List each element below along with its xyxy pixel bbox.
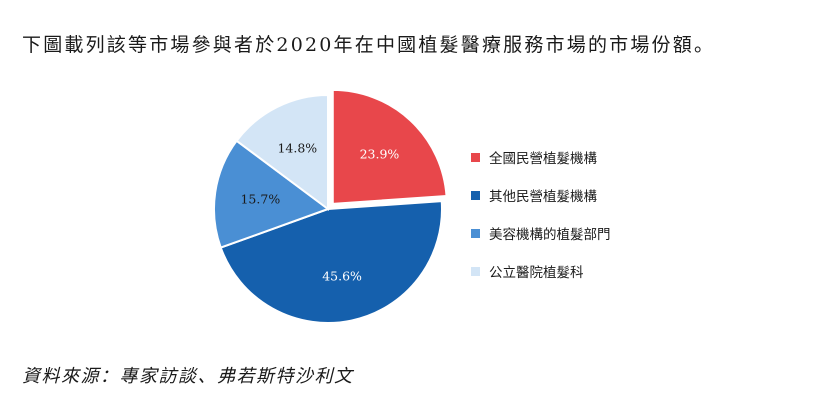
legend-label: 美容機構的植髮部門	[489, 227, 611, 243]
legend-item-3: 美容機構的植髮部門	[471, 214, 611, 252]
slice-value-label-4: 14.8%	[277, 140, 317, 155]
legend-item-4: 公立醫院植髮科	[471, 252, 611, 290]
source-note: 資料來源：專家訪談、弗若斯特沙利文	[22, 366, 354, 387]
slice-value-label-1: 23.9%	[360, 146, 400, 161]
slice-value-label-2: 45.6%	[322, 268, 362, 283]
intro-text: 下圖載列該等市場參與者於2020年在中國植髮醫療服務市場的市場份額。	[22, 34, 716, 56]
pie-slice-4	[235, 93, 329, 211]
slice-value-label-3: 15.7%	[240, 191, 280, 206]
legend-item-2: 其他民營植髮機構	[471, 176, 611, 214]
legend-swatch	[471, 190, 480, 200]
legend-swatch	[471, 152, 480, 162]
legend-item-1: 全國民營植髮機構	[471, 138, 611, 176]
pie-slice-2	[219, 200, 443, 324]
legend-label: 公立醫院植髮科	[489, 265, 584, 281]
legend-label: 其他民營植髮機構	[489, 189, 597, 205]
legend-swatch	[471, 228, 480, 238]
pie-slice-3	[213, 139, 331, 249]
legend: 全國民營植髮機構 其他民營植髮機構 美容機構的植髮部門 公立醫院植髮科	[471, 138, 611, 290]
pie-slice-1	[331, 88, 448, 205]
legend-swatch	[471, 266, 480, 276]
legend-label: 全國民營植髮機構	[489, 151, 597, 167]
